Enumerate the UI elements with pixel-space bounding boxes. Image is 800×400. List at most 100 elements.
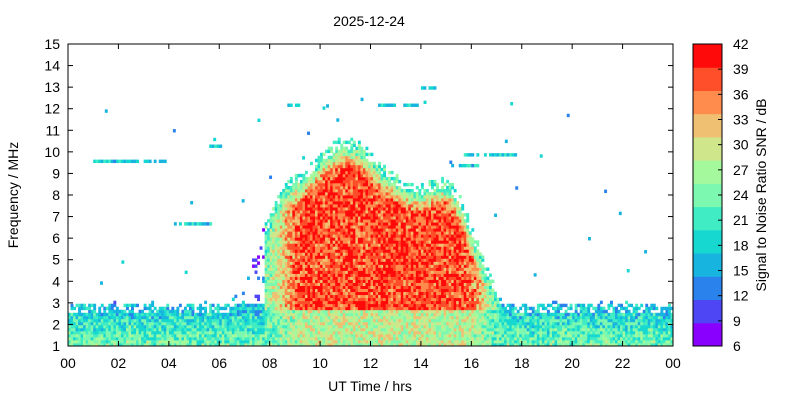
heatmap-cell	[398, 315, 402, 320]
heatmap-cell	[317, 279, 321, 283]
heatmap-cell	[189, 315, 192, 320]
heatmap-cell	[176, 321, 180, 326]
heatmap-cell	[141, 333, 145, 338]
heatmap-cell	[360, 291, 364, 296]
heatmap-cell	[181, 315, 185, 320]
heatmap-cell	[352, 255, 356, 259]
heatmap-cell	[373, 228, 376, 232]
heatmap-cell	[352, 297, 356, 302]
heatmap-cell	[272, 225, 276, 229]
heatmap-cell	[360, 201, 364, 205]
heatmap-cell	[322, 240, 326, 244]
heatmap-cell	[431, 210, 434, 214]
heatmap-cell	[367, 204, 371, 208]
heatmap-cell	[310, 246, 313, 250]
heatmap-cell	[312, 210, 316, 214]
heatmap-cell	[327, 237, 331, 241]
heatmap-cell	[431, 309, 434, 314]
heatmap-cell	[267, 342, 271, 347]
heatmap-cell	[246, 306, 250, 311]
heatmap-cell	[423, 270, 427, 274]
heatmap-cell	[317, 231, 321, 235]
heatmap-cell	[133, 324, 137, 329]
heatmap-cell	[269, 297, 273, 302]
heatmap-cell	[365, 297, 369, 302]
heatmap-cell	[350, 336, 354, 341]
heatmap-cell	[85, 336, 89, 341]
heatmap-cell	[370, 207, 374, 211]
heatmap-cell	[294, 231, 298, 235]
heatmap-cell	[425, 198, 429, 202]
heatmap-cell	[425, 207, 429, 211]
heatmap-cell	[378, 225, 381, 229]
heatmap-cell	[118, 321, 122, 326]
heatmap-cell	[375, 309, 379, 314]
heatmap-cell	[272, 315, 276, 320]
heatmap-cell	[330, 179, 334, 184]
heatmap-cell	[284, 321, 288, 326]
heatmap-cell	[390, 228, 394, 232]
heatmap-cell	[370, 213, 374, 217]
heatmap-cell	[219, 318, 223, 323]
heatmap-cell	[405, 273, 409, 277]
heatmap-cell	[292, 321, 296, 326]
heatmap-cell	[317, 210, 321, 214]
heatmap-cell	[246, 276, 250, 280]
heatmap-cell	[433, 225, 437, 229]
heatmap-cell	[385, 188, 389, 193]
heatmap-cell	[125, 339, 129, 344]
heatmap-cell	[279, 300, 283, 305]
heatmap-cell	[317, 246, 321, 250]
heatmap-cell	[373, 234, 376, 238]
heatmap-cell	[274, 243, 278, 247]
heatmap-cell	[257, 306, 260, 311]
heatmap-cell	[327, 222, 331, 226]
heatmap-cell	[297, 324, 301, 329]
heatmap-cell	[110, 333, 114, 338]
heatmap-cell	[388, 243, 392, 247]
heatmap-cell	[420, 321, 424, 326]
heatmap-cell	[315, 333, 318, 338]
heatmap-cell	[294, 276, 298, 280]
heatmap-cell	[367, 324, 371, 329]
heatmap-cell	[304, 240, 308, 244]
heatmap-cell	[357, 339, 361, 344]
heatmap-cell	[277, 252, 281, 256]
heatmap-cell	[284, 294, 288, 299]
heatmap-cell	[322, 309, 326, 314]
heatmap-cell	[310, 185, 313, 190]
heatmap-cell	[413, 222, 417, 226]
heatmap-cell	[287, 219, 291, 223]
heatmap-cell	[264, 273, 268, 277]
heatmap-cell	[362, 216, 366, 220]
heatmap-cell	[322, 161, 326, 166]
heatmap-cell	[330, 252, 334, 256]
heatmap-cell	[425, 285, 429, 290]
heatmap-cell	[420, 243, 424, 247]
heatmap-cell	[327, 240, 331, 244]
heatmap-cell	[415, 327, 419, 332]
heatmap-cell	[302, 222, 306, 226]
heatmap-cell	[362, 276, 366, 280]
heatmap-cell	[244, 339, 248, 344]
heatmap-cell	[390, 237, 394, 241]
heatmap-cell	[431, 333, 434, 338]
heatmap-cell	[315, 240, 318, 244]
heatmap-cell	[360, 255, 364, 259]
heatmap-cell	[428, 240, 432, 244]
heatmap-cell	[70, 303, 74, 308]
heatmap-cell	[292, 252, 296, 256]
heatmap-cell	[85, 315, 89, 320]
heatmap-cell	[118, 315, 122, 320]
heatmap-cell	[362, 330, 366, 335]
heatmap-cell	[327, 149, 331, 154]
heatmap-cell	[388, 300, 392, 305]
heatmap-cell	[110, 309, 114, 314]
heatmap-cell	[403, 342, 407, 347]
heatmap-cell	[390, 273, 394, 277]
heatmap-cell	[405, 219, 409, 223]
heatmap-cell	[367, 276, 371, 280]
heatmap-cell	[277, 216, 281, 220]
heatmap-cell	[231, 333, 235, 338]
heatmap-cell	[312, 207, 316, 211]
